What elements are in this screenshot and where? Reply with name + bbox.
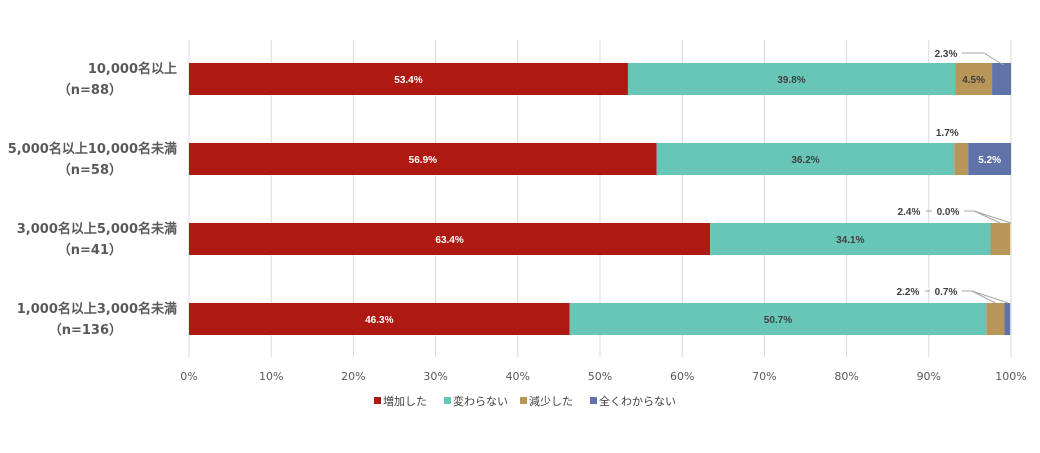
- data-label: 50.7%: [764, 315, 792, 326]
- bar-segment: [189, 143, 657, 175]
- legend-swatch: [520, 397, 527, 404]
- bar-segment: [968, 143, 1011, 175]
- bar-segment: [189, 223, 711, 255]
- legend-label: 増加した: [383, 395, 427, 408]
- bar-segment: [954, 143, 969, 175]
- leader-line: [964, 210, 1001, 224]
- data-label: 4.5%: [962, 75, 985, 86]
- bar-segment: [189, 303, 570, 335]
- x-tick-label: 10%: [259, 370, 283, 383]
- x-tick-label: 90%: [917, 370, 941, 383]
- x-tick-label: 20%: [341, 370, 365, 383]
- bar-segment: [992, 63, 1011, 95]
- data-label: 5.2%: [978, 155, 1001, 166]
- data-label: 53.4%: [394, 75, 422, 86]
- category-labels: 10,000名以上 （n=88） 5,000名以上10,000名未満 （n=58） 3,…: [8, 61, 177, 338]
- x-tick-label: 70%: [752, 370, 776, 383]
- legend-label: 全くわからない: [599, 394, 676, 408]
- data-label: 2.3%: [935, 49, 958, 60]
- legend-label: 変わらない: [453, 394, 508, 408]
- data-label: 2.2%: [897, 287, 920, 298]
- legend-swatch: [444, 397, 451, 404]
- category-sample-size: （n=58）: [58, 162, 122, 178]
- leader-lines: [925, 52, 1012, 304]
- bar-segment: [1004, 303, 1011, 335]
- x-tick-label: 100%: [995, 370, 1026, 383]
- x-tick-label: 50%: [588, 370, 612, 383]
- bar-segment: [656, 143, 955, 175]
- x-tick-label: 0%: [180, 370, 197, 383]
- data-label: 34.1%: [836, 235, 864, 246]
- category-sample-size: （n=136）: [49, 322, 122, 338]
- x-tick-label: 40%: [506, 370, 530, 383]
- legend-swatch: [590, 397, 597, 404]
- category-label: 5,000名以上10,000名未満: [8, 141, 177, 157]
- data-label: 36.2%: [791, 155, 819, 166]
- bars: [189, 63, 1011, 335]
- bar-segment: [955, 63, 993, 95]
- bar-segment: [990, 223, 1011, 255]
- bar-segment: [569, 303, 987, 335]
- data-label: 39.8%: [777, 75, 805, 86]
- data-label: 2.4%: [898, 207, 921, 218]
- legend-label: 減少した: [529, 394, 573, 408]
- data-labels: 53.4% 39.8% 4.5% 2.3% 56.9% 36.2% 5.2% 1.7% 63.4…: [365, 49, 1001, 326]
- category-sample-size: （n=88）: [58, 82, 122, 98]
- x-tick-label: 60%: [670, 370, 694, 383]
- x-tick-label: 30%: [423, 370, 447, 383]
- data-label: 0.0%: [937, 207, 960, 218]
- x-tick-label: 80%: [834, 370, 858, 383]
- leader-line: [964, 210, 1012, 224]
- leader-line: [962, 290, 1009, 304]
- data-label: 56.9%: [409, 155, 437, 166]
- data-label: 0.7%: [935, 287, 958, 298]
- bar-segment: [627, 63, 956, 95]
- leader-line: [962, 52, 1004, 66]
- bar-segment: [710, 223, 991, 255]
- x-axis-ticks: 0% 10% 20% 30% 40% 50% 60% 70% 80% 90% 100%: [180, 370, 1026, 383]
- category-label: 10,000名以上: [88, 61, 177, 77]
- category-label: 1,000名以上3,000名未満: [17, 301, 177, 317]
- data-label: 1.7%: [936, 128, 959, 139]
- bar-segment: [986, 303, 1005, 335]
- data-label: 63.4%: [435, 235, 463, 246]
- legend-swatch: [374, 397, 381, 404]
- category-label: 3,000名以上5,000名未満: [17, 221, 177, 237]
- legend: 増加した 変わらない 減少した 全くわからない: [374, 394, 676, 408]
- category-sample-size: （n=41）: [58, 242, 122, 258]
- data-label: 46.3%: [365, 315, 393, 326]
- bar-segment: [189, 63, 628, 95]
